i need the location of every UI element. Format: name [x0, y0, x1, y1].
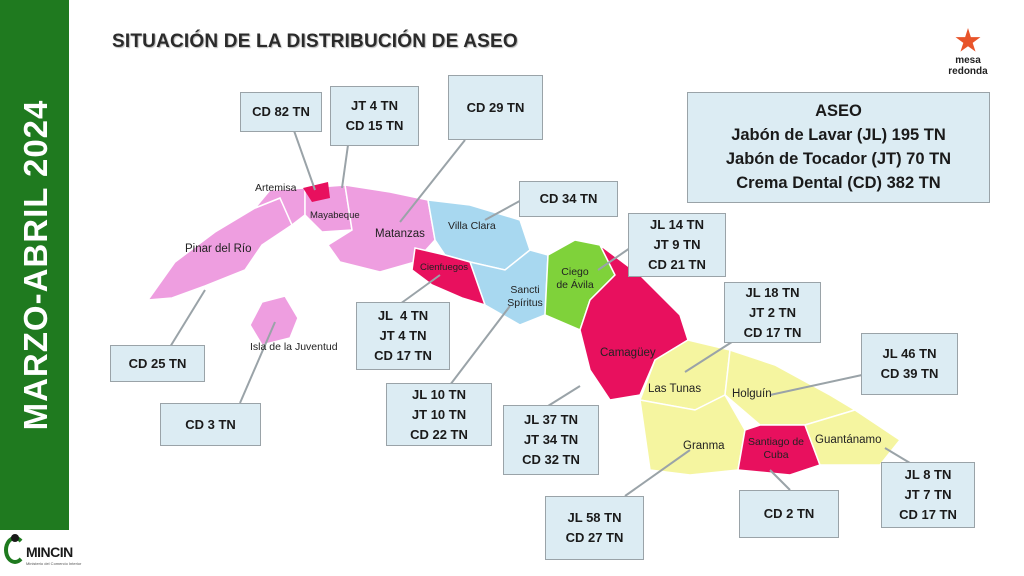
callout-line: CD 39 TN [880, 366, 939, 381]
callout-line: JL 10 TN [412, 386, 466, 402]
callout-line: CD 2 TN [763, 506, 815, 521]
callout-line: CD 22 TN [410, 426, 468, 442]
callout-line: CD 17 TN [374, 348, 432, 363]
callout-line: JT 4 TN [379, 328, 427, 343]
callout-line: JT 7 TN [904, 487, 952, 502]
callout-line: JL 58 TN [567, 510, 622, 525]
callout-line: CD 82 TN [252, 104, 310, 119]
callout-las-tunas: JL 18 TN JT 2 TN CD 17 TN [724, 282, 821, 343]
label-granma: Granma [683, 440, 725, 452]
province-guantanamo [804, 409, 902, 466]
legend-box: ASEO Jabón de Lavar (JL) 195 TN Jabón de… [687, 92, 990, 203]
callout-camaguey: JL 37 TN JT 34 TN CD 32 TN [503, 405, 599, 475]
callout-matanzas: CD 29 TN [448, 75, 543, 140]
callout-artemisa: CD 82 TN [240, 92, 322, 132]
callout-cienfuegos: JL 4 TN JT 4 TN CD 17 TN [356, 302, 450, 370]
legend-line-jt: Jabón de Tocador (JT) 70 TN [725, 150, 952, 168]
label-isla-de-la-juventud: Isla de la Juventud [250, 341, 338, 353]
callout-guantanamo: JL 8 TN JT 7 TN CD 17 TN [881, 462, 975, 528]
callout-ciego-de-avila: JL 14 TN JT 9 TN CD 21 TN [628, 213, 726, 277]
callout-santiago-de-cuba: CD 2 TN [739, 490, 839, 538]
date-sidebar: MARZO-ABRIL 2024 [0, 0, 69, 530]
label-pinar-del-rio: Pinar del Río [185, 243, 252, 255]
callout-granma: JL 58 TN CD 27 TN [545, 496, 644, 560]
label-las-tunas: Las Tunas [648, 383, 702, 395]
callout-line: JL 46 TN [882, 346, 937, 361]
callout-line: JL 14 TN [650, 217, 704, 232]
mincin-dot-icon [11, 534, 19, 542]
callout-line: JT 9 TN [653, 237, 701, 252]
label-mayabeque: Mayabeque [310, 210, 360, 221]
label-santiago-de-cuba: Santiago de Cuba [747, 436, 805, 461]
callout-line: CD 27 TN [565, 530, 624, 545]
mincin-logo: MINCIN Ministerio del Comercio Interior [2, 532, 92, 572]
label-cienfuegos: Cienfuegos [420, 262, 469, 273]
callout-line: JT 4 TN [351, 98, 398, 113]
callout-line: CD 17 TN [743, 324, 802, 340]
province-isla-de-la-juventud [249, 295, 299, 346]
callout-villa-clara: CD 34 TN [519, 181, 618, 217]
legend-heading: ASEO [815, 102, 862, 120]
label-artemisa: Artemisa [255, 182, 297, 194]
callout-line: CD 34 TN [539, 191, 598, 206]
legend-line-jl: Jabón de Lavar (JL) 195 TN [731, 126, 946, 144]
label-holguin: Holguín [732, 388, 772, 400]
callout-line: JT 2 TN [749, 304, 796, 320]
callout-line: JT 10 TN [411, 406, 467, 422]
label-matanzas: Matanzas [375, 228, 425, 240]
callout-isla-de-la-juventud: CD 3 TN [160, 403, 261, 446]
logo-text-line2: redonda [948, 66, 988, 77]
callout-line: CD 17 TN [899, 507, 957, 522]
callout-line: JL 18 TN [745, 284, 800, 300]
label-sancti-spiritus: Sancti Spíritus [507, 284, 543, 309]
callout-line: CD 15 TN [345, 118, 404, 133]
callout-line: JL 37 TN [524, 412, 578, 427]
callout-line: JL 4 TN [377, 308, 429, 323]
mincin-subtext: Ministerio del Comercio Interior [26, 561, 82, 566]
callout-pinar-del-rio: CD 25 TN [110, 345, 205, 382]
province-cienfuegos [411, 247, 487, 307]
callout-line: JT 34 TN [523, 432, 579, 447]
callout-sancti-spiritus: JL 10 TN JT 10 TN CD 22 TN [386, 383, 492, 446]
mincin-text: MINCIN [26, 544, 73, 560]
legend-line-cd: Crema Dental (CD) 382 TN [736, 174, 941, 192]
callout-leaders [169, 124, 911, 497]
callout-line: JL 8 TN [904, 467, 952, 482]
label-villa-clara: Villa Clara [448, 220, 496, 232]
label-camaguey: Camagüey [600, 347, 656, 359]
callout-line: CD 21 TN [648, 257, 706, 272]
label-guantanamo: Guantánamo [815, 434, 882, 446]
province-camaguey [579, 244, 689, 401]
callout-line: CD 29 TN [466, 99, 525, 115]
callout-line: CD 3 TN [185, 416, 236, 432]
province-matanzas [326, 184, 436, 273]
logo-text-line1: mesa [955, 55, 981, 66]
province-artemisa-red [303, 182, 330, 202]
callout-line: CD 25 TN [128, 355, 187, 371]
mesa-redonda-logo: mesa redonda [943, 28, 993, 78]
page-title: SITUACIÓN DE LA DISTRIBUCIÓN DE ASEO [112, 31, 518, 52]
label-ciego-de-avila: Ciego de Ávila [556, 266, 594, 291]
callout-holguin: JL 46 TN CD 39 TN [861, 333, 958, 395]
callout-mayabeque: JT 4 TN CD 15 TN [330, 86, 419, 146]
callout-line: CD 32 TN [522, 452, 580, 467]
